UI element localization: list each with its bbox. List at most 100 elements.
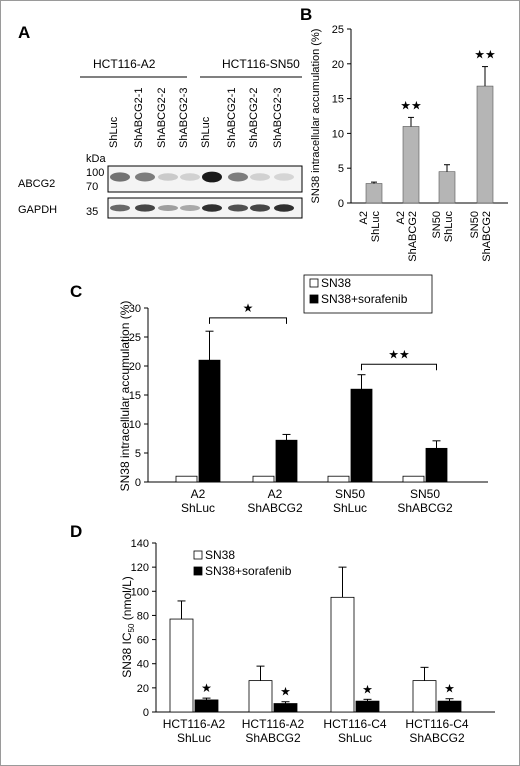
chart-c-x-label-3-line1: SN50 — [410, 487, 440, 501]
chart-d-y-tick-label-3: 60 — [137, 635, 149, 647]
chart-c-bracket-1 — [361, 363, 437, 371]
chart-b-y-tick-label-1: 5 — [338, 163, 344, 175]
chart-c-x-label-2-line2: ShLuc — [333, 501, 367, 515]
chart-d-bar-1-0 — [194, 699, 219, 713]
protein-label-abcg2: ABCG2 — [18, 178, 55, 190]
chart-c-bar-0-3 — [402, 475, 425, 483]
chart-d-bar-1-3 — [437, 700, 462, 713]
chart-d-x-label-0-line1: HCT116-A2 — [163, 717, 226, 731]
band-gapdh-3 — [158, 204, 178, 212]
chart-d-legend-swatch-1 — [193, 566, 203, 576]
chart-b-bar-0 — [365, 183, 383, 204]
chart-d-legend-swatch-0 — [193, 550, 203, 560]
marker-100: 100 — [86, 167, 104, 179]
chart-d: 020406080100120140HCT116-A2ShLucHCT116-A… — [120, 538, 495, 745]
chart-d-x-label-1-line2: ShABCG2 — [245, 731, 301, 745]
band-abcg2-4 — [180, 173, 200, 181]
chart-b-x-label-1-line2: ShABCG2 — [407, 211, 419, 262]
chart-c-x-label-0-line2: ShLuc — [181, 501, 215, 515]
protein-label-gapdh: GAPDH — [18, 204, 57, 216]
band-gapdh-2 — [135, 204, 155, 212]
chart-b-x-label-2-line2: ShLuc — [443, 211, 455, 243]
chart-d-legend-label-0: SN38 — [205, 548, 235, 562]
chart-c-x-label-2-line1: SN50 — [335, 487, 365, 501]
chart-c-bar-1-1 — [275, 439, 298, 483]
lane-label-7: ShABCG2-2 — [248, 87, 260, 148]
chart-c-x-label-0-line1: A2 — [191, 487, 206, 501]
panel-label-d: D — [70, 522, 82, 541]
chart-d-star-0: ★ — [201, 681, 212, 695]
chart-d-x-label-3-line2: ShABCG2 — [409, 731, 465, 745]
group-label-sn50: HCT116-SN50 — [222, 57, 300, 71]
chart-b-y-tick-label-2: 10 — [332, 128, 344, 140]
chart-c-y-tick-label-4: 20 — [129, 361, 141, 373]
chart-d-x-label-2-line2: ShLuc — [338, 731, 372, 745]
chart-c-y-tick-label-3: 15 — [129, 390, 141, 402]
chart-d-y-tick-label-4: 80 — [137, 610, 149, 622]
chart-c-y-label: SN38 intracellular accumulation (%) — [118, 301, 132, 492]
chart-d-bar-0-3 — [412, 680, 437, 713]
chart-b-x-label-0-line2: ShLuc — [370, 211, 382, 243]
chart-c-bar-0-0 — [175, 475, 198, 483]
chart-c-y-tick-label-2: 10 — [129, 419, 141, 431]
chart-c-legend-swatch-0 — [309, 278, 319, 288]
lane-label-5: ShLuc — [200, 116, 212, 148]
chart-d-y-label: SN38 IC50 (nmol/L) — [120, 576, 136, 678]
panel-label-c: C — [70, 282, 82, 301]
lane-label-3: ShABCG2-2 — [156, 87, 168, 148]
chart-d-star-1: ★ — [280, 685, 291, 699]
band-abcg2-6 — [228, 172, 248, 182]
chart-d-bar-0-0 — [169, 618, 194, 713]
band-abcg2-7 — [250, 173, 270, 181]
marker-70: 70 — [86, 181, 98, 193]
chart-d-bar-0-1 — [248, 680, 273, 713]
lane-label-6: ShABCG2-1 — [226, 87, 238, 148]
lane-label-1: ShLuc — [108, 116, 120, 148]
chart-c-bar-1-3 — [425, 447, 448, 483]
band-gapdh-6 — [228, 204, 248, 212]
chart-c-legend-box — [303, 274, 433, 314]
panel-label-b: B — [300, 5, 312, 24]
chart-b-x-label-0-line1: A2 — [358, 211, 370, 224]
group-label-a2: HCT116-A2 — [93, 57, 156, 71]
chart-d-bar-0-2 — [330, 596, 355, 713]
chart-c-bar-1-0 — [198, 359, 221, 483]
chart-c-bar-0-2 — [327, 475, 350, 483]
chart-b-x-label-2-line1: SN50 — [431, 211, 443, 239]
chart-d-bar-1-2 — [355, 700, 380, 713]
chart-c-y-tick-label-1: 5 — [135, 448, 141, 460]
chart-c-bracket-label-1: ★★ — [388, 347, 410, 361]
chart-b-y-tick-label-3: 15 — [332, 94, 344, 106]
chart-d-x-label-2-line1: HCT116-C4 — [323, 717, 386, 731]
chart-b-bar-2 — [438, 171, 456, 204]
band-gapdh-7 — [250, 204, 270, 212]
chart-b-y-label: SN38 intracellular accumulation (%) — [310, 29, 322, 204]
chart-c-bar-1-2 — [350, 388, 373, 483]
chart-b-star-3: ★★ — [474, 48, 496, 62]
lane-label-2: ShABCG2-1 — [133, 87, 145, 148]
chart-b-bar-1 — [402, 126, 420, 204]
chart-c-y-tick-label-0: 0 — [135, 477, 141, 489]
chart-d-bar-1-1 — [273, 703, 298, 713]
band-abcg2-2 — [135, 172, 155, 182]
chart-c-legend-swatch-1 — [309, 294, 319, 304]
chart-b-y-tick-label-4: 20 — [332, 59, 344, 71]
chart-c-x-label-1-line2: ShABCG2 — [247, 501, 303, 515]
chart-c: 051015202530A2ShLucA2ShABCG2SN50ShLucSN5… — [118, 274, 488, 515]
chart-d-y-tick-label-7: 140 — [131, 538, 149, 550]
chart-d-x-label-0-line2: ShLuc — [177, 731, 211, 745]
band-abcg2-1 — [110, 172, 130, 182]
band-gapdh-5 — [202, 204, 222, 212]
chart-b-y-tick-label-5: 25 — [332, 24, 344, 36]
band-gapdh-8 — [274, 204, 294, 212]
band-gapdh-4 — [180, 205, 200, 211]
chart-b-x-label-1-line1: A2 — [395, 211, 407, 224]
chart-c-legend-label-0: SN38 — [321, 276, 351, 290]
chart-d-y-tick-label-0: 0 — [143, 707, 149, 719]
chart-c-y-tick-label-5: 25 — [129, 332, 141, 344]
chart-c-bracket-0 — [209, 317, 287, 324]
chart-c-bracket-label-0: ★ — [243, 301, 254, 315]
band-abcg2-3 — [158, 173, 178, 181]
panel-label-a: A — [18, 23, 30, 42]
